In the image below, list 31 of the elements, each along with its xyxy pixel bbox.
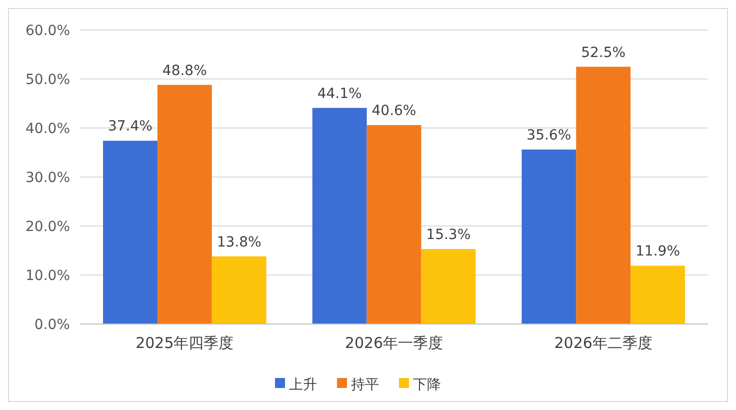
bar (630, 266, 685, 324)
data-label: 37.4% (108, 118, 152, 135)
y-tick-label: 60.0% (26, 22, 70, 39)
legend-label: 下降 (413, 376, 441, 393)
y-tick-label: 40.0% (26, 120, 70, 137)
y-tick-label: 50.0% (26, 72, 70, 88)
y-tick-label: 20.0% (26, 218, 70, 235)
bar (212, 256, 266, 324)
bar (312, 108, 367, 324)
bar (421, 249, 476, 324)
data-label: 11.9% (636, 244, 680, 260)
bar (522, 150, 576, 324)
legend-label: 上升 (289, 376, 317, 393)
legend-label: 持平 (351, 376, 379, 393)
data-label: 44.1% (317, 86, 362, 102)
bar (157, 84, 212, 324)
bar (366, 125, 422, 324)
data-label: 48.8% (162, 62, 207, 79)
data-label: 52.5% (581, 44, 626, 61)
data-label: 35.6% (526, 128, 572, 144)
bar (576, 66, 631, 324)
x-tick-label: 2026年二季度 (554, 334, 652, 352)
y-tick-label: 10.0% (26, 268, 70, 284)
y-tick-label: 30.0% (26, 170, 70, 186)
x-tick-label: 2026年一季度 (344, 334, 444, 352)
y-tick-label: 0.0% (34, 316, 70, 333)
data-label: 13.8% (216, 234, 262, 250)
data-label: 15.3% (426, 227, 471, 244)
x-tick-label: 2025年四季度 (136, 334, 234, 352)
bar (103, 140, 158, 324)
data-label: 40.6% (372, 103, 416, 120)
